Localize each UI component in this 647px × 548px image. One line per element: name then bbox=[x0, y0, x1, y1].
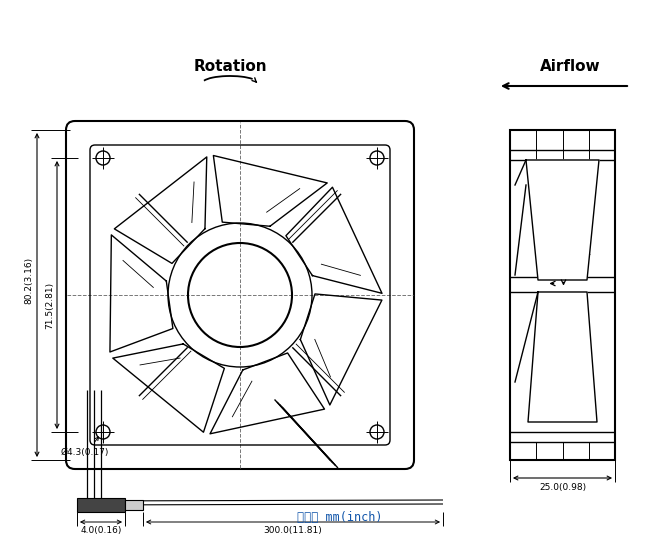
Polygon shape bbox=[526, 160, 599, 280]
Bar bbox=[125, 500, 143, 510]
Text: 25.0(0.98): 25.0(0.98) bbox=[539, 483, 586, 492]
Text: Ø4.3(0.17): Ø4.3(0.17) bbox=[61, 448, 109, 456]
Text: Rotation: Rotation bbox=[193, 59, 267, 74]
FancyBboxPatch shape bbox=[66, 121, 414, 469]
Text: 80.2(3.16): 80.2(3.16) bbox=[24, 256, 33, 304]
Text: 71.5(2.81): 71.5(2.81) bbox=[45, 282, 54, 329]
Text: Airflow: Airflow bbox=[540, 59, 601, 74]
Bar bbox=[77, 498, 125, 512]
Text: 4.0(0.16): 4.0(0.16) bbox=[80, 526, 122, 535]
Text: 单位： mm(inch): 单位： mm(inch) bbox=[297, 511, 383, 524]
Text: 300.0(11.81): 300.0(11.81) bbox=[263, 526, 322, 535]
Bar bbox=[510, 130, 615, 460]
Polygon shape bbox=[528, 292, 597, 422]
